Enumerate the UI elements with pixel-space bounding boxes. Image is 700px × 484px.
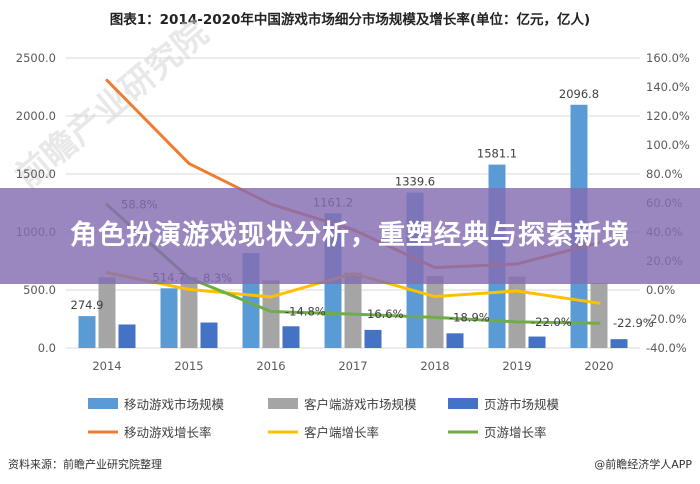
title-banner: 角色扮演游戏现状分析，重塑经典与探索新境 — [0, 188, 700, 284]
bar — [160, 288, 178, 348]
bar — [180, 277, 198, 348]
y-right-tick-label: 80.0% — [646, 167, 683, 181]
bar — [98, 277, 116, 348]
y-right-tick-label: 100.0% — [646, 138, 690, 152]
y-right-tick-label: -20.0% — [646, 312, 687, 326]
bar — [590, 283, 608, 348]
bar-data-label: 2096.8 — [559, 87, 599, 101]
bar-data-label: 274.9 — [71, 298, 104, 312]
bar — [610, 339, 628, 348]
legend-swatch — [268, 398, 298, 409]
chart-title: 图表1：2014-2020年中国游戏市场细分市场规模及增长率(单位：亿元，亿人) — [110, 11, 590, 28]
banner-title: 角色扮演游戏现状分析，重塑经典与探索新境 — [70, 220, 630, 251]
bar — [200, 322, 218, 348]
x-tick-label: 2015 — [174, 359, 203, 373]
legend-label: 页游增长率 — [484, 425, 547, 440]
y-right-tick-label: 140.0% — [646, 80, 690, 94]
y-right-tick-label: 160.0% — [646, 51, 690, 65]
y-right-tick-label: 0.0% — [646, 283, 675, 297]
legend-swatch — [448, 398, 478, 409]
line-data-label: -22.9% — [613, 316, 654, 330]
y-left-tick-label: 2500.0 — [16, 51, 56, 65]
legend-label: 移动游戏市场规模 — [124, 397, 225, 412]
legend-label: 移动游戏增长率 — [124, 425, 212, 440]
bar — [508, 276, 526, 348]
y-left-tick-label: 2000.0 — [16, 109, 56, 123]
legend-label: 页游市场规模 — [484, 397, 560, 412]
line-data-label: -22.0% — [531, 315, 572, 329]
y-right-tick-label: 120.0% — [646, 109, 690, 123]
bar — [282, 326, 300, 348]
line-data-label: 16.6% — [367, 307, 404, 321]
source-note: 资料来源：前瞻产业研究院整理 — [8, 457, 162, 471]
line-data-label: -14.8% — [285, 304, 326, 318]
y-left-tick-label: 1500.0 — [16, 167, 56, 181]
x-tick-label: 2020 — [584, 359, 613, 373]
legend-swatch — [88, 398, 118, 409]
bar — [528, 336, 546, 348]
bar — [364, 329, 382, 348]
bar — [262, 280, 280, 348]
bar — [426, 276, 444, 348]
x-tick-label: 2018 — [420, 359, 449, 373]
bar — [118, 324, 136, 348]
bar-data-label: 1581.1 — [477, 147, 517, 161]
line-data-label: -18.9% — [449, 310, 490, 324]
x-tick-label: 2017 — [338, 359, 367, 373]
bar — [78, 316, 96, 348]
x-tick-label: 2016 — [256, 359, 285, 373]
bar-data-label: 1339.6 — [395, 175, 435, 189]
x-tick-label: 2014 — [92, 359, 121, 373]
y-right-tick-label: -40.0% — [646, 341, 687, 355]
y-left-tick-label: 0.0 — [38, 341, 56, 355]
bar — [344, 272, 362, 348]
legend-label: 客户端游戏市场规模 — [304, 397, 417, 412]
y-left-tick-label: 500.0 — [23, 283, 56, 297]
bar — [446, 333, 464, 348]
brand-note: @前瞻经济学人APP — [594, 457, 692, 471]
x-tick-label: 2019 — [502, 359, 531, 373]
legend-label: 客户端增长率 — [304, 425, 379, 440]
